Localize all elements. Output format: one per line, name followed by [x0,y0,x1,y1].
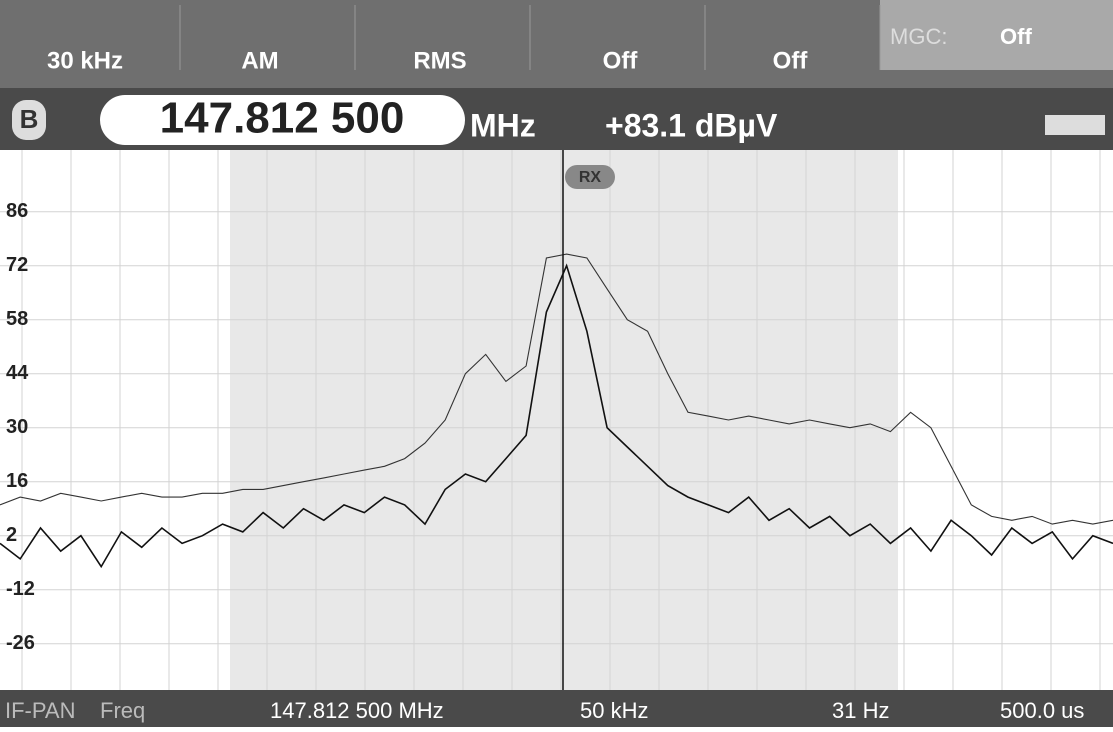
trace [0,263,1113,569]
badge [12,100,46,140]
mode: IF-PAN [5,698,75,723]
mgc-value: Off [1000,24,1032,49]
setting-value: AM [241,47,278,74]
y-tick-label: 2 [6,524,17,546]
badge-text: B [20,104,39,134]
y-tick-label: 30 [6,416,28,438]
status-bar [0,690,1113,727]
setting-value: 30 kHz [47,47,123,74]
y-tick-label: 44 [6,362,29,384]
span-band [230,150,898,690]
y-tick-label: 72 [6,254,28,276]
mgc-panel [880,0,1113,70]
span: 50 kHz [580,698,648,723]
y-tick-label: 86 [6,200,28,222]
indicator [1045,115,1105,135]
setting-value: RMS [413,47,466,74]
freq-label: Freq [100,698,145,723]
freq-box [100,95,465,145]
trace [0,253,1113,525]
time: 500.0 us [1000,698,1084,723]
rx-label: RX [579,169,602,186]
frequency: 147.812 500 [160,94,405,143]
resolution: 31 Hz [832,698,889,723]
status-frequency: 147.812 500 MHz [270,698,444,723]
y-tick-label: 58 [6,308,28,330]
unit: MHz [470,107,536,143]
setting-value: Off [603,47,639,74]
level: +83.1 dBµV [605,107,778,143]
setting-value: Off [773,47,809,74]
y-tick-label: -12 [6,578,35,600]
rx-badge [565,165,615,189]
y-tick-label: -26 [6,632,35,654]
mgc-label: MGC: [890,24,947,49]
y-tick-label: 16 [6,470,28,492]
